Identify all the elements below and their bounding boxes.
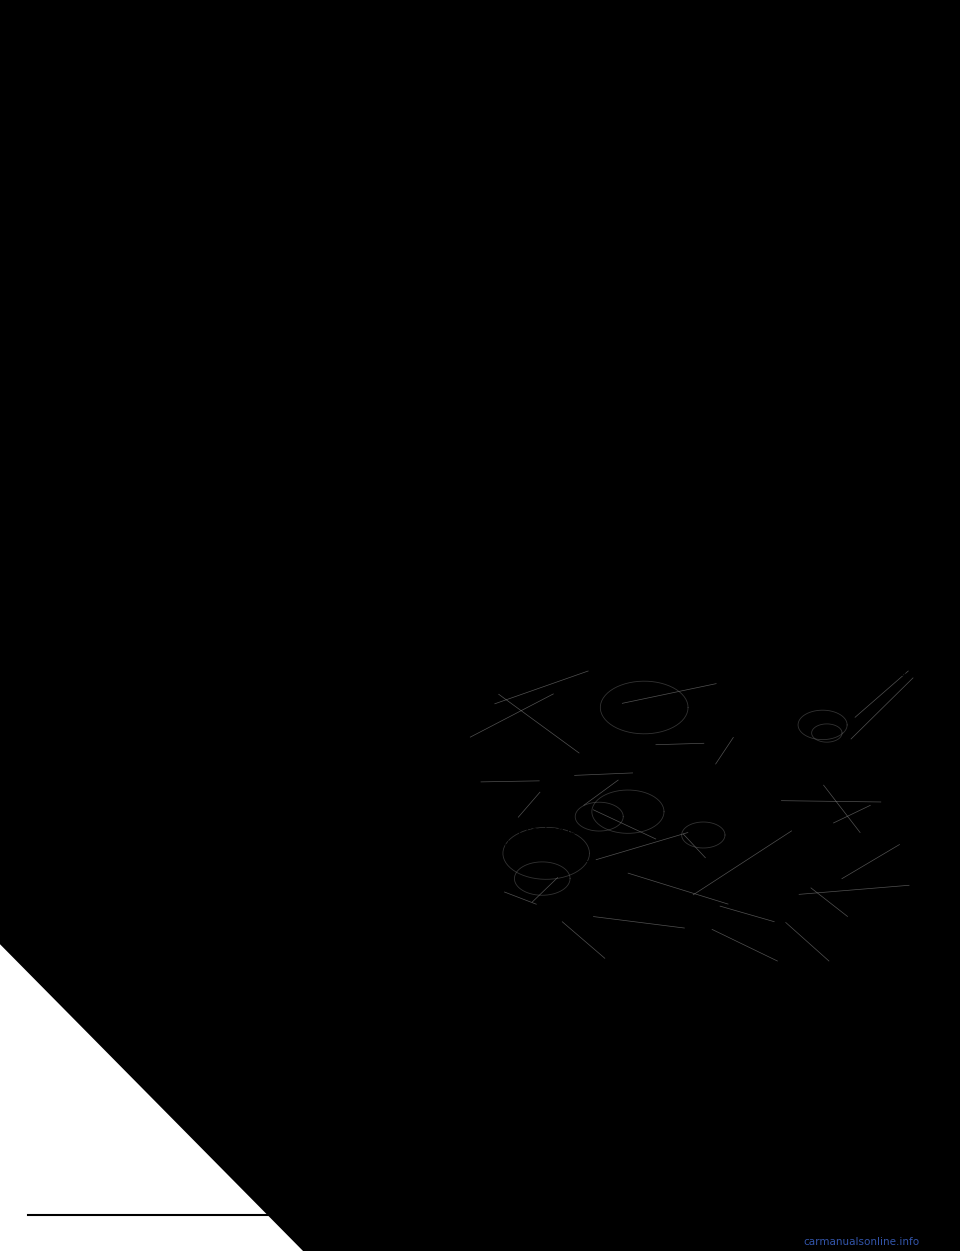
Text: IGNITION
RELAY: IGNITION RELAY xyxy=(294,111,341,133)
Text: B: B xyxy=(274,96,278,105)
Text: EF & EC-69: EF & EC-69 xyxy=(424,1218,536,1236)
Text: OFF: OFF xyxy=(337,525,354,534)
Text: INJECTOR
COOLING
FAN MOTOR: INJECTOR COOLING FAN MOTOR xyxy=(775,129,837,163)
Text: ON: ON xyxy=(187,483,202,492)
Text: OFF: OFF xyxy=(588,646,606,656)
Text: OFF: OFF xyxy=(376,578,394,587)
Text: 6: 6 xyxy=(649,203,656,213)
Text: ON: ON xyxy=(841,490,854,500)
Text: OFF: OFF xyxy=(839,646,856,656)
Text: SO: SO xyxy=(276,88,288,96)
Text: INJECTOR COOLING FAN (VG30ET): INJECTOR COOLING FAN (VG30ET) xyxy=(296,15,664,34)
Text: Operation: Operation xyxy=(445,39,515,53)
Text: Water
temperature
sensor: Water temperature sensor xyxy=(492,557,553,590)
Text: Operation 3: Operation 3 xyxy=(490,458,568,470)
Text: 5: 5 xyxy=(668,143,675,153)
Text: ON: ON xyxy=(297,732,310,742)
FancyBboxPatch shape xyxy=(159,138,190,155)
Text: OFF: OFF xyxy=(876,590,893,600)
Text: -: - xyxy=(91,304,95,318)
Text: Injector cooling fan
motor: Injector cooling fan motor xyxy=(483,827,605,869)
Text: temperature of fuel inside the injector and the fuel: temperature of fuel inside the injector … xyxy=(32,403,351,417)
Bar xyxy=(468,671,930,961)
Text: ON: ON xyxy=(312,784,325,793)
Text: Ignition
switch: Ignition switch xyxy=(516,508,553,529)
Text: OFF: OFF xyxy=(420,629,437,638)
Text: Water
temperature
switch: Water temperature switch xyxy=(86,544,148,578)
Bar xyxy=(360,141,402,191)
FancyBboxPatch shape xyxy=(150,183,180,199)
Text: temperature condition: temperature condition xyxy=(32,435,173,448)
Text: ON: ON xyxy=(590,490,604,500)
Text: 1: 1 xyxy=(543,176,550,186)
Text: Ignition
switch: Ignition switch xyxy=(111,697,148,718)
Text: Fan
motor: Fan motor xyxy=(524,618,553,639)
Text: OFF: OFF xyxy=(337,723,354,733)
Text: Ignition
switch: Ignition switch xyxy=(111,498,148,520)
Text: OFF: OFF xyxy=(186,578,204,587)
Text: About 17 minutes: About 17 minutes xyxy=(275,834,362,844)
Text: FUSIBLE
LINK: FUSIBLE LINK xyxy=(151,203,193,225)
Text: SEF731B: SEF731B xyxy=(874,668,920,678)
Text: OFF: OFF xyxy=(420,776,437,784)
Text: FUSE: FUSE xyxy=(407,139,434,149)
Text: IGO: IGO xyxy=(275,110,290,119)
Text: ON: ON xyxy=(728,545,742,555)
Bar xyxy=(550,126,665,216)
Text: OFF: OFF xyxy=(376,776,394,784)
Text: The injector cooling fan operates to cool down the: The injector cooling fan operates to coo… xyxy=(32,387,348,400)
Text: FAN MOTOR
TIMER UNIT: FAN MOTOR TIMER UNIT xyxy=(574,150,640,171)
Text: OFF: OFF xyxy=(186,776,204,784)
Bar xyxy=(80,256,120,327)
Text: carmanualsonline.info: carmanualsonline.info xyxy=(804,1237,920,1247)
Text: 2: 2 xyxy=(543,131,550,141)
Text: BATTERY: BATTERY xyxy=(124,291,173,301)
Text: Operation 1: Operation 1 xyxy=(32,458,110,470)
Text: Air duct: Air duct xyxy=(691,713,758,739)
Text: Fan
motor: Fan motor xyxy=(119,801,148,822)
Text: About 17 minutes: About 17 minutes xyxy=(713,653,801,663)
Text: +: + xyxy=(88,273,98,283)
Text: OFF: OFF xyxy=(697,535,714,545)
Text: Operation 2: Operation 2 xyxy=(32,656,110,669)
Text: SEF730B: SEF730B xyxy=(409,849,455,859)
Text: ON: ON xyxy=(699,600,712,610)
Text: Fan
motor: Fan motor xyxy=(119,602,148,624)
Text: ON: ON xyxy=(187,681,202,689)
Text: OFF: OFF xyxy=(186,629,204,638)
Text: WATER
TEMPERATURE
SWITCH: WATER TEMPERATURE SWITCH xyxy=(515,283,589,317)
Text: gallery when engine is stopped under high engine: gallery when engine is stopped under hig… xyxy=(32,419,347,432)
Text: ON: ON xyxy=(297,534,310,543)
Text: OFF: OFF xyxy=(581,590,598,600)
Text: SEF729B: SEF729B xyxy=(409,651,455,661)
Text: IGNITION
SWITCH: IGNITION SWITCH xyxy=(294,86,341,108)
Text: ON: ON xyxy=(312,587,325,595)
Text: OFF: OFF xyxy=(420,578,437,587)
Text: SEF728B: SEF728B xyxy=(854,363,900,373)
Text: Water
temperature
switch: Water temperature switch xyxy=(86,742,148,776)
Text: 3: 3 xyxy=(555,203,562,213)
Text: OFF: OFF xyxy=(186,828,204,837)
Text: About 17 minutes: About 17 minutes xyxy=(275,636,362,646)
Text: SEF732B: SEF732B xyxy=(884,966,930,976)
Text: OFF: OFF xyxy=(420,828,437,837)
Text: M: M xyxy=(749,145,761,158)
